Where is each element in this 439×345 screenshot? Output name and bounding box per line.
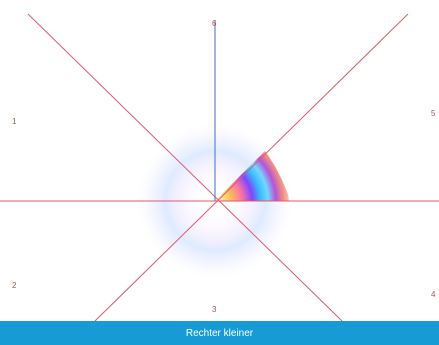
sector-diagram [0,13,439,321]
status-bar: Rechter kleiner [0,321,439,345]
sector-label-3: 3 [212,305,217,314]
sector-label-6: 6 [212,19,217,28]
sector-label-5: 5 [431,109,436,118]
diagonal-line-down [27,13,343,321]
diagonal-line-up [94,13,409,321]
sector-label-4: 4 [431,290,436,299]
test-canvas[interactable]: 1 2 3 4 5 6 [0,0,439,321]
sector-label-1: 1 [12,117,17,126]
highlighted-sector [215,151,289,201]
sector-label-2: 2 [12,281,17,290]
status-text: Rechter kleiner [185,327,254,339]
